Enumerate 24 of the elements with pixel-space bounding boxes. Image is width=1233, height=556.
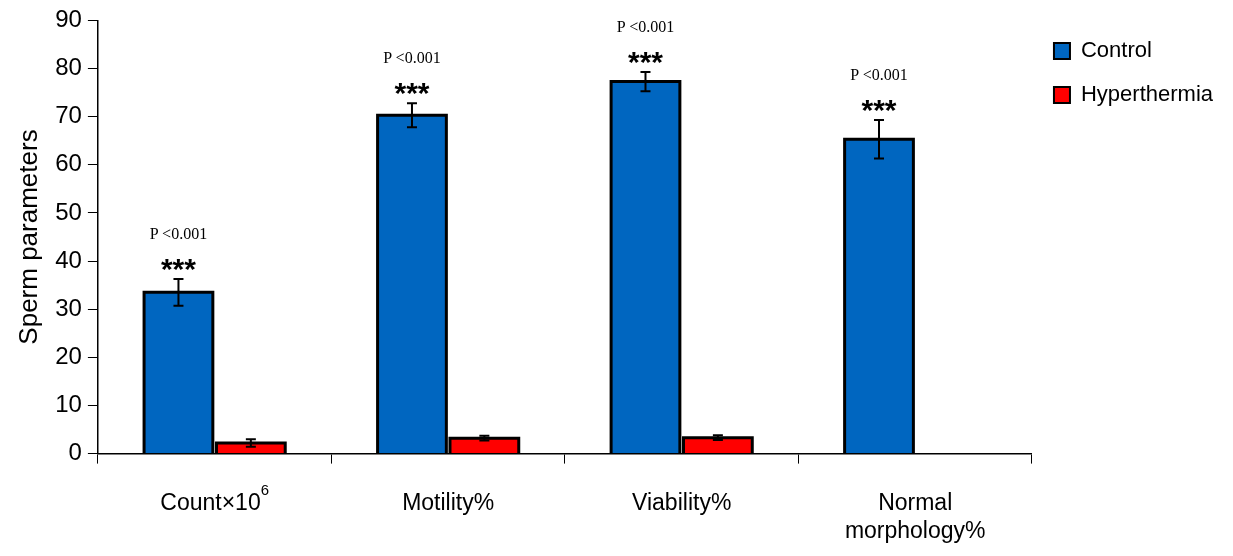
legend-label: Control — [1080, 37, 1152, 63]
annotation: P <0.001 — [850, 66, 908, 84]
annotation: P <0.001 — [616, 18, 675, 36]
y-tick-label: 50 — [55, 197, 82, 225]
annotation: *** — [861, 93, 897, 127]
x-tick-label: Viability% — [632, 488, 732, 515]
y-tick-label: 10 — [55, 390, 82, 418]
y-tick-label: 80 — [55, 53, 82, 81]
y-tick-label: 40 — [55, 245, 82, 273]
y-tick-label: 0 — [68, 438, 82, 466]
x-tick-label: Normal morphology% — [844, 488, 986, 543]
y-tick-label: 30 — [55, 293, 82, 321]
y-axis-title: Sperm parameters — [12, 129, 43, 345]
annotation: *** — [627, 45, 664, 79]
annotation: *** — [160, 252, 197, 286]
annotation: *** — [394, 76, 430, 110]
annotation: P <0.001 — [383, 49, 441, 67]
y-tick-label: 90 — [55, 5, 82, 33]
y-tick-label: 60 — [55, 149, 82, 177]
y-tick-label: 20 — [55, 341, 82, 369]
legend-label: Hyperthermia — [1080, 81, 1214, 107]
annotation: P <0.001 — [149, 225, 208, 243]
y-tick-label: 70 — [55, 101, 82, 129]
x-tick-label: Motility% — [402, 488, 495, 515]
